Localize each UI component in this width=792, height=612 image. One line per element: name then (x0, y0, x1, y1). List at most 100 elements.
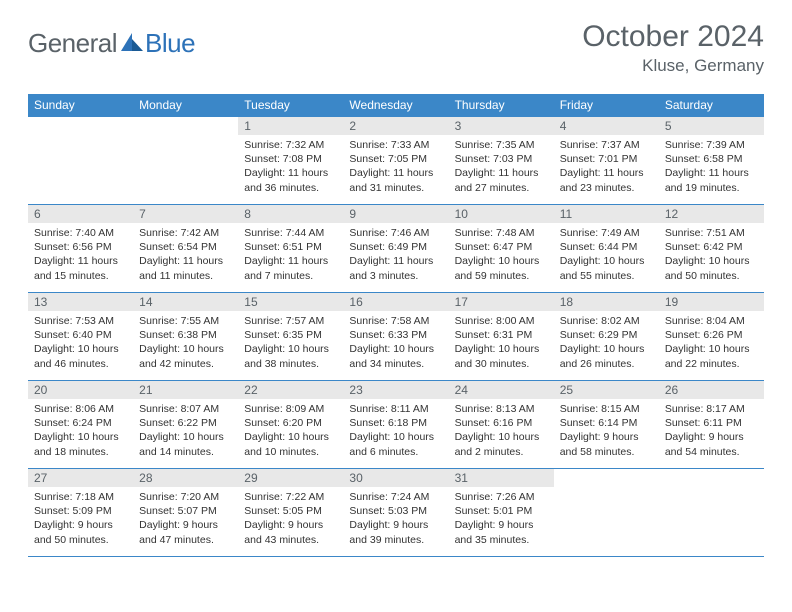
day-details: Sunrise: 7:55 AMSunset: 6:38 PMDaylight:… (133, 311, 238, 374)
day-details: Sunrise: 7:22 AMSunset: 5:05 PMDaylight:… (238, 487, 343, 550)
sunrise-text: Sunrise: 7:57 AM (244, 314, 337, 328)
day-cell (659, 469, 764, 557)
sunset-text: Sunset: 6:14 PM (560, 416, 653, 430)
day-cell: 12Sunrise: 7:51 AMSunset: 6:42 PMDayligh… (659, 205, 764, 293)
daylight-text: Daylight: 10 hours and 38 minutes. (244, 342, 337, 370)
day-cell (28, 117, 133, 205)
day-cell: 17Sunrise: 8:00 AMSunset: 6:31 PMDayligh… (449, 293, 554, 381)
daylight-text: Daylight: 10 hours and 2 minutes. (455, 430, 548, 458)
sunrise-text: Sunrise: 7:32 AM (244, 138, 337, 152)
day-details: Sunrise: 8:00 AMSunset: 6:31 PMDaylight:… (449, 311, 554, 374)
day-number: 21 (133, 381, 238, 399)
sunrise-text: Sunrise: 8:04 AM (665, 314, 758, 328)
day-details: Sunrise: 7:20 AMSunset: 5:07 PMDaylight:… (133, 487, 238, 550)
sunset-text: Sunset: 6:56 PM (34, 240, 127, 254)
day-details: Sunrise: 8:09 AMSunset: 6:20 PMDaylight:… (238, 399, 343, 462)
sunset-text: Sunset: 7:03 PM (455, 152, 548, 166)
day-cell: 6 Sunrise: 7:40 AMSunset: 6:56 PMDaylight… (28, 205, 133, 293)
sunset-text: Sunset: 6:47 PM (455, 240, 548, 254)
day-number: 1 (238, 117, 343, 135)
sunrise-text: Sunrise: 8:11 AM (349, 402, 442, 416)
day-header: Friday (554, 94, 659, 117)
sunset-text: Sunset: 5:07 PM (139, 504, 232, 518)
logo-icon (121, 33, 143, 51)
daylight-text: Daylight: 10 hours and 30 minutes. (455, 342, 548, 370)
sunset-text: Sunset: 5:01 PM (455, 504, 548, 518)
day-details: Sunrise: 8:07 AMSunset: 6:22 PMDaylight:… (133, 399, 238, 462)
sunrise-text: Sunrise: 7:51 AM (665, 226, 758, 240)
day-number: 23 (343, 381, 448, 399)
sunrise-text: Sunrise: 7:35 AM (455, 138, 548, 152)
sunrise-text: Sunrise: 8:15 AM (560, 402, 653, 416)
week-row: 27Sunrise: 7:18 AMSunset: 5:09 PMDayligh… (28, 469, 764, 557)
sunrise-text: Sunrise: 7:53 AM (34, 314, 127, 328)
day-details: Sunrise: 7:42 AMSunset: 6:54 PMDaylight:… (133, 223, 238, 286)
day-number: 24 (449, 381, 554, 399)
daylight-text: Daylight: 11 hours and 31 minutes. (349, 166, 442, 194)
daylight-text: Daylight: 11 hours and 15 minutes. (34, 254, 127, 282)
day-header: Wednesday (343, 94, 448, 117)
sunrise-text: Sunrise: 7:20 AM (139, 490, 232, 504)
day-cell: 3Sunrise: 7:35 AMSunset: 7:03 PMDaylight… (449, 117, 554, 205)
day-details: Sunrise: 7:53 AMSunset: 6:40 PMDaylight:… (28, 311, 133, 374)
sunset-text: Sunset: 6:11 PM (665, 416, 758, 430)
day-number: 25 (554, 381, 659, 399)
day-cell: 16Sunrise: 7:58 AMSunset: 6:33 PMDayligh… (343, 293, 448, 381)
day-number: 22 (238, 381, 343, 399)
day-details: Sunrise: 7:24 AMSunset: 5:03 PMDaylight:… (343, 487, 448, 550)
sunrise-text: Sunrise: 7:40 AM (34, 226, 127, 240)
day-cell: 1Sunrise: 7:32 AMSunset: 7:08 PMDaylight… (238, 117, 343, 205)
day-details: Sunrise: 7:49 AMSunset: 6:44 PMDaylight:… (554, 223, 659, 286)
day-number: 18 (554, 293, 659, 311)
daylight-text: Daylight: 9 hours and 43 minutes. (244, 518, 337, 546)
day-number: 28 (133, 469, 238, 487)
sunrise-text: Sunrise: 8:00 AM (455, 314, 548, 328)
sunset-text: Sunset: 6:58 PM (665, 152, 758, 166)
day-cell: 9Sunrise: 7:46 AMSunset: 6:49 PMDaylight… (343, 205, 448, 293)
daylight-text: Daylight: 10 hours and 46 minutes. (34, 342, 127, 370)
day-cell: 19Sunrise: 8:04 AMSunset: 6:26 PMDayligh… (659, 293, 764, 381)
day-number: 2 (343, 117, 448, 135)
sunset-text: Sunset: 6:38 PM (139, 328, 232, 342)
sunrise-text: Sunrise: 7:46 AM (349, 226, 442, 240)
daylight-text: Daylight: 10 hours and 22 minutes. (665, 342, 758, 370)
daylight-text: Daylight: 11 hours and 3 minutes. (349, 254, 442, 282)
sunset-text: Sunset: 6:40 PM (34, 328, 127, 342)
sunset-text: Sunset: 6:54 PM (139, 240, 232, 254)
day-cell: 31Sunrise: 7:26 AMSunset: 5:01 PMDayligh… (449, 469, 554, 557)
daylight-text: Daylight: 9 hours and 50 minutes. (34, 518, 127, 546)
day-number: 15 (238, 293, 343, 311)
day-cell: 2Sunrise: 7:33 AMSunset: 7:05 PMDaylight… (343, 117, 448, 205)
day-number: 12 (659, 205, 764, 223)
day-cell: 21Sunrise: 8:07 AMSunset: 6:22 PMDayligh… (133, 381, 238, 469)
day-number: 3 (449, 117, 554, 135)
daylight-text: Daylight: 10 hours and 14 minutes. (139, 430, 232, 458)
sunrise-text: Sunrise: 8:17 AM (665, 402, 758, 416)
day-details: Sunrise: 7:32 AMSunset: 7:08 PMDaylight:… (238, 135, 343, 198)
sunrise-text: Sunrise: 7:55 AM (139, 314, 232, 328)
day-header: Tuesday (238, 94, 343, 117)
day-details: Sunrise: 7:37 AMSunset: 7:01 PMDaylight:… (554, 135, 659, 198)
day-cell: 30Sunrise: 7:24 AMSunset: 5:03 PMDayligh… (343, 469, 448, 557)
sunrise-text: Sunrise: 7:26 AM (455, 490, 548, 504)
logo: General Blue (28, 20, 195, 59)
daylight-text: Daylight: 10 hours and 10 minutes. (244, 430, 337, 458)
day-cell: 8Sunrise: 7:44 AMSunset: 6:51 PMDaylight… (238, 205, 343, 293)
daylight-text: Daylight: 11 hours and 19 minutes. (665, 166, 758, 194)
day-details: Sunrise: 7:57 AMSunset: 6:35 PMDaylight:… (238, 311, 343, 374)
daylight-text: Daylight: 10 hours and 34 minutes. (349, 342, 442, 370)
day-cell: 13Sunrise: 7:53 AMSunset: 6:40 PMDayligh… (28, 293, 133, 381)
sunset-text: Sunset: 5:05 PM (244, 504, 337, 518)
sunset-text: Sunset: 6:20 PM (244, 416, 337, 430)
sunset-text: Sunset: 7:01 PM (560, 152, 653, 166)
day-cell (133, 117, 238, 205)
day-number: 6 (28, 205, 133, 223)
day-cell: 14Sunrise: 7:55 AMSunset: 6:38 PMDayligh… (133, 293, 238, 381)
sunset-text: Sunset: 6:26 PM (665, 328, 758, 342)
day-cell: 10Sunrise: 7:48 AMSunset: 6:47 PMDayligh… (449, 205, 554, 293)
week-row: 6Sunrise: 7:40 AMSunset: 6:56 PMDaylight… (28, 205, 764, 293)
sunset-text: Sunset: 6:35 PM (244, 328, 337, 342)
day-details: Sunrise: 7:39 AMSunset: 6:58 PMDaylight:… (659, 135, 764, 198)
sunset-text: Sunset: 6:22 PM (139, 416, 232, 430)
sunrise-text: Sunrise: 7:58 AM (349, 314, 442, 328)
